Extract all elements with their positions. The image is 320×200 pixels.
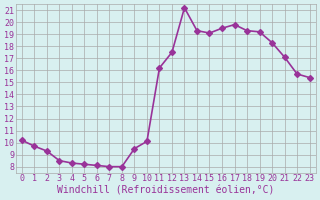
X-axis label: Windchill (Refroidissement éolien,°C): Windchill (Refroidissement éolien,°C) [57,186,274,196]
